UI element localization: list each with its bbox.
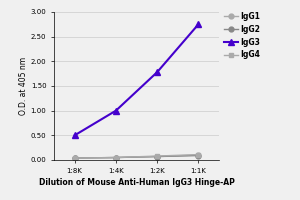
IgG4 xyxy=(155,155,159,157)
IgG2 xyxy=(155,155,159,158)
IgG2 xyxy=(196,154,200,157)
Line: IgG2: IgG2 xyxy=(72,153,201,160)
IgG4 xyxy=(114,156,118,159)
Line: IgG1: IgG1 xyxy=(72,153,201,160)
Y-axis label: O.D. at 405 nm: O.D. at 405 nm xyxy=(19,57,28,115)
IgG3 xyxy=(73,134,76,137)
IgG3 xyxy=(155,71,159,73)
IgG1 xyxy=(155,155,159,158)
IgG1 xyxy=(114,156,118,159)
IgG2 xyxy=(114,156,118,159)
IgG2 xyxy=(73,157,76,159)
IgG1 xyxy=(73,157,76,159)
X-axis label: Dilution of Mouse Anti-Human IgG3 Hinge-AP: Dilution of Mouse Anti-Human IgG3 Hinge-… xyxy=(39,178,234,187)
Line: IgG3: IgG3 xyxy=(71,21,202,138)
IgG1 xyxy=(196,154,200,156)
Legend: IgG1, IgG2, IgG3, IgG4: IgG1, IgG2, IgG3, IgG4 xyxy=(224,12,260,59)
IgG4 xyxy=(196,153,200,156)
IgG4 xyxy=(73,157,76,159)
IgG3 xyxy=(196,23,200,26)
IgG3 xyxy=(114,109,118,112)
Line: IgG4: IgG4 xyxy=(72,152,201,160)
